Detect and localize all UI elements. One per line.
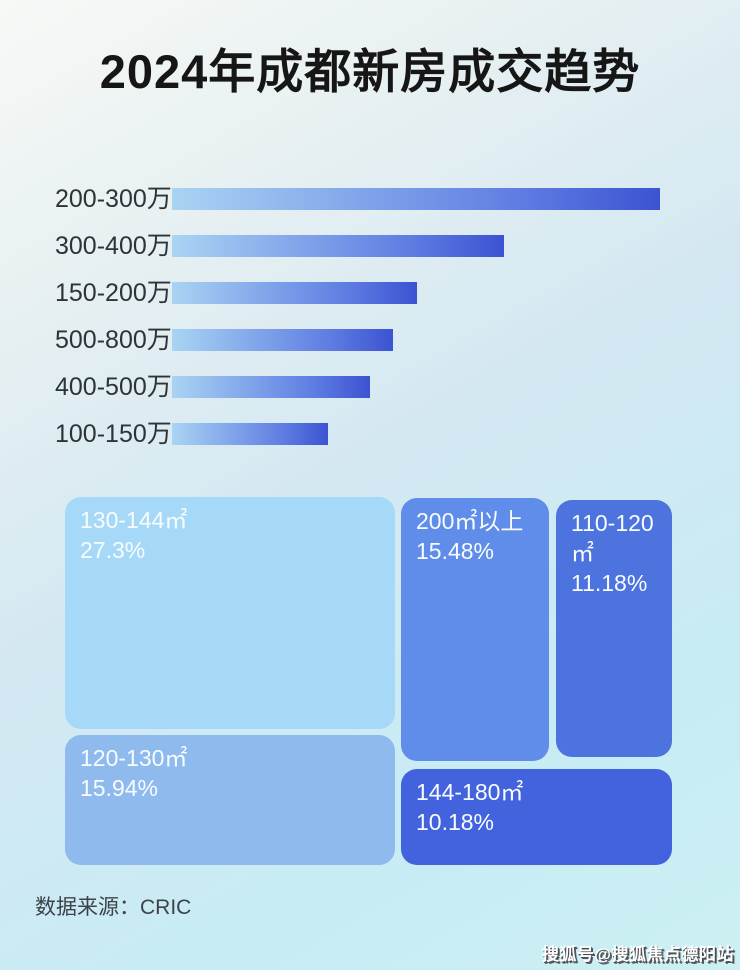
treemap-box-label: 130-144㎡ [80,507,188,533]
treemap-box-percent: 11.18% [571,570,648,596]
treemap-box-110-120: 110-120㎡ 11.18% [556,500,672,757]
bar-label: 400-500万 [55,373,172,401]
page-title: 2024年成都新房成交趋势 [99,45,641,98]
treemap-box-130-144: 130-144㎡ 27.3% [65,497,395,729]
bar-row: 500-800万 [55,326,695,354]
bar-fill [172,188,660,210]
bar-row: 200-300万 [55,185,695,213]
bar-row: 100-150万 [55,420,695,448]
bar-label: 300-400万 [55,232,172,260]
bar-label: 150-200万 [55,279,172,307]
treemap-box-percent: 15.94% [80,775,159,801]
treemap-box-label: 144-180㎡ [416,779,524,805]
bar-row: 150-200万 [55,279,695,307]
treemap-box-label: 110-120㎡ [571,510,654,566]
watermark-souhu: 搜狐号@搜狐焦点德阳站 [541,945,734,964]
treemap-box-percent: 27.3% [80,537,146,563]
bar-row: 300-400万 [55,232,695,260]
bar-fill [172,235,504,257]
treemap-box-200plus: 200㎡以上 15.48% [401,498,549,761]
bar-fill [172,376,370,398]
bar-fill [172,329,393,351]
treemap-box-label: 200㎡以上 [416,508,524,534]
treemap-box-percent: 15.48% [416,538,495,564]
area-size-treemap: 130-144㎡ 27.3% 120-130㎡ 15.94% 200㎡以上 15… [65,497,675,866]
bar-label: 200-300万 [55,185,172,213]
treemap-box-label: 120-130㎡ [80,745,188,771]
bar-row: 400-500万 [55,373,695,401]
bar-fill [172,423,328,445]
bar-label: 500-800万 [55,326,172,354]
treemap-box-144-180: 144-180㎡ 10.18% [401,769,672,865]
treemap-box-120-130: 120-130㎡ 15.94% [65,735,395,865]
treemap-box-percent: 10.18% [416,809,495,835]
bar-label: 100-150万 [55,420,172,448]
data-source-label: 数据来源：CRIC [35,896,192,919]
price-range-bar-chart: 200-300万 300-400万 150-200万 500-800万 400-… [55,185,695,470]
bar-fill [172,282,417,304]
